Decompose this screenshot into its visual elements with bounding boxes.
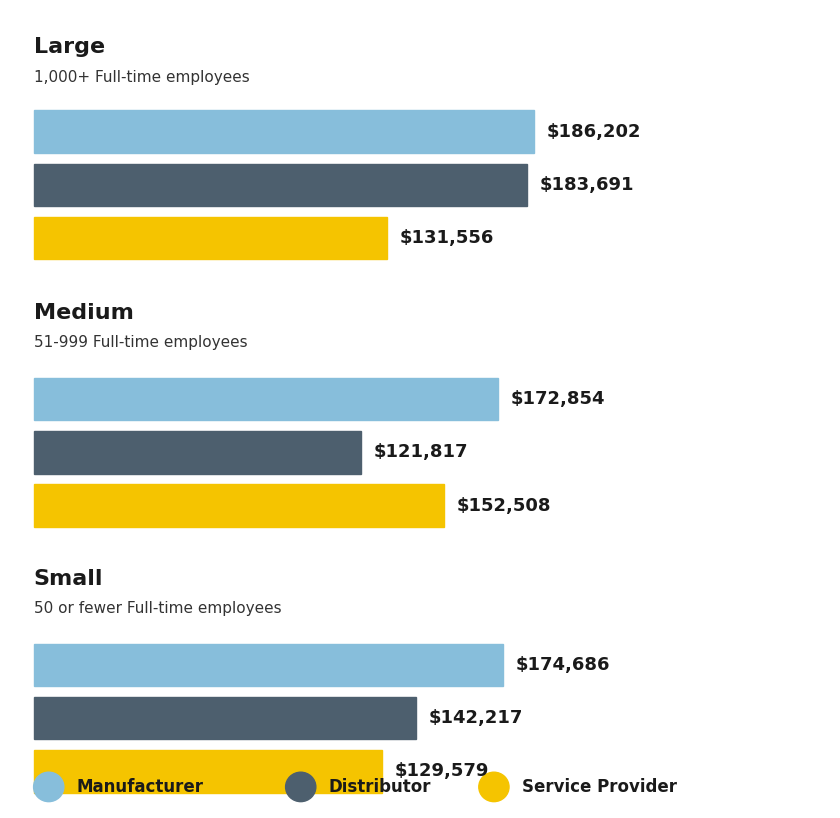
Text: $142,217: $142,217	[428, 709, 522, 727]
Text: $129,579: $129,579	[395, 762, 489, 780]
Text: Manufacturer: Manufacturer	[76, 778, 203, 796]
Text: Large: Large	[34, 37, 105, 56]
Text: $172,854: $172,854	[511, 390, 606, 408]
Bar	[34, 217, 387, 259]
Text: Medium: Medium	[34, 303, 134, 322]
Text: Service Provider: Service Provider	[522, 778, 677, 796]
Bar	[34, 164, 528, 206]
Text: $186,202: $186,202	[547, 123, 641, 141]
Text: $174,686: $174,686	[516, 656, 610, 674]
Bar	[34, 378, 498, 420]
Bar	[34, 697, 416, 739]
Text: $131,556: $131,556	[400, 229, 494, 247]
Text: $152,508: $152,508	[456, 497, 551, 515]
Text: Small: Small	[34, 569, 103, 588]
Text: 1,000+ Full-time employees: 1,000+ Full-time employees	[34, 70, 249, 84]
Text: $121,817: $121,817	[374, 443, 468, 461]
Circle shape	[34, 772, 64, 802]
Bar	[34, 750, 382, 793]
Text: Distributor: Distributor	[328, 778, 431, 796]
Circle shape	[479, 772, 509, 802]
Text: 50 or fewer Full-time employees: 50 or fewer Full-time employees	[34, 601, 281, 616]
Circle shape	[286, 772, 316, 802]
Text: $183,691: $183,691	[540, 176, 634, 194]
Text: 51-999 Full-time employees: 51-999 Full-time employees	[34, 335, 247, 350]
Bar	[34, 110, 534, 153]
Bar	[34, 644, 503, 686]
Bar	[34, 431, 361, 474]
Bar	[34, 484, 444, 527]
